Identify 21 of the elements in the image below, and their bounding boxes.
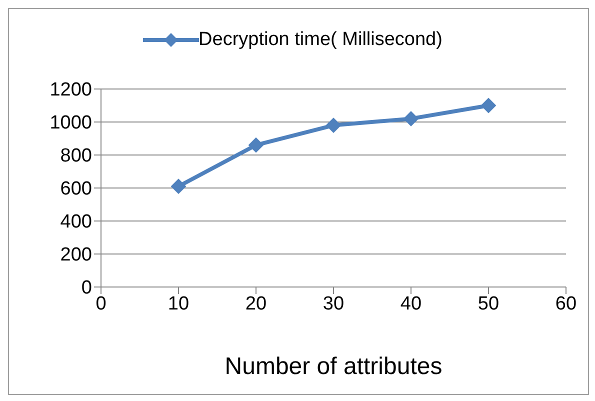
point xyxy=(481,98,496,113)
x-tick-label: 30 xyxy=(322,293,344,314)
point xyxy=(171,178,186,194)
x-tick-label: 60 xyxy=(555,293,577,314)
legend-label: Decryption time( Millisecond) xyxy=(198,29,442,51)
x-tick-label: 50 xyxy=(478,293,500,314)
y-tick-label: 400 xyxy=(60,212,92,233)
x-tick-label: 40 xyxy=(400,293,422,314)
x-axis-title: Number of attributes xyxy=(224,353,442,380)
y-tick-label: 800 xyxy=(60,146,92,167)
point xyxy=(248,138,264,153)
point xyxy=(326,118,341,133)
x-tick-label: 10 xyxy=(168,293,190,314)
y-tick-label: 600 xyxy=(60,178,92,200)
y-tick-label: 0 xyxy=(81,278,92,299)
y-tick-label: 200 xyxy=(60,244,92,266)
x-tick-label: 0 xyxy=(96,293,106,314)
y-tick-label: 1200 xyxy=(50,80,92,101)
point xyxy=(404,111,418,126)
y-tick-label: 1000 xyxy=(50,112,92,134)
x-tick-label: 20 xyxy=(245,293,267,314)
